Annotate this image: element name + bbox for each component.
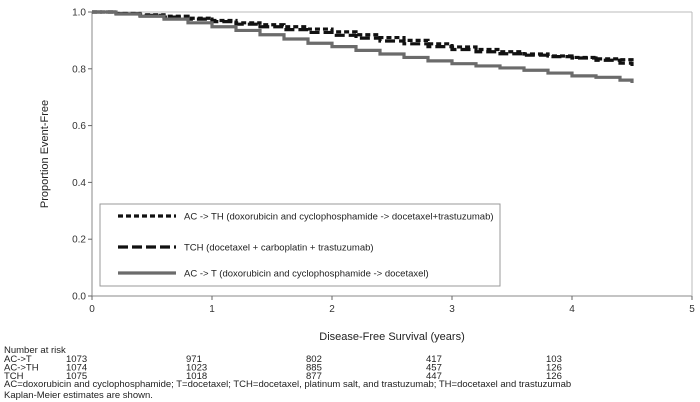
risk-count: 417: [426, 354, 442, 365]
series-line-2: [92, 10, 634, 83]
risk-count: 1073: [66, 354, 87, 365]
risk-count: 802: [306, 354, 322, 365]
risk-count: 1075: [66, 371, 87, 382]
risk-count: 103: [546, 354, 562, 365]
legend-label-2: AC -> T (doxorubicin and cyclophosphamid…: [184, 269, 429, 280]
legend-label-0: AC -> TH (doxorubicin and cyclophosphami…: [184, 212, 494, 223]
x-axis-title: Disease-Free Survival (years): [319, 331, 464, 343]
risk-count: 126: [546, 371, 562, 382]
y-axis-title: Proportion Event-Free: [39, 100, 51, 208]
x-tick-label: 5: [689, 304, 695, 315]
risk-count: 1023: [186, 363, 207, 374]
series-lines: [92, 10, 634, 83]
y-tick-label: 0.0: [72, 292, 86, 303]
x-tick-label: 0: [89, 304, 95, 315]
risk-table-header: Number at risk: [4, 345, 66, 356]
x-tick-label: 2: [329, 304, 335, 315]
risk-row-label: AC->T: [4, 354, 32, 365]
x-tick-label: 4: [569, 304, 575, 315]
risk-row-label: AC->TH: [4, 363, 39, 374]
x-axis-ticks: 0 1 2 3 4 5: [89, 296, 695, 315]
y-tick-label: 0.6: [72, 121, 86, 132]
risk-count: 1074: [66, 363, 87, 374]
footnote-km: Kaplan-Meier estimates are shown.: [4, 390, 153, 401]
y-tick-label: 1.0: [72, 8, 86, 19]
x-tick-label: 3: [449, 304, 455, 315]
legend-label-1: TCH (docetaxel + carboplatin + trastuzum…: [184, 243, 374, 254]
risk-count: 877: [306, 371, 322, 382]
y-tick-label: 0.2: [72, 235, 86, 246]
y-tick-label: 0.4: [72, 178, 86, 189]
risk-table: Number at risk AC->T 1073 971 802 417 103 AC->…: [4, 345, 562, 382]
x-tick-label: 1: [209, 304, 215, 315]
risk-row-label: TCH: [4, 371, 24, 382]
legend: AC -> TH (doxorubicin and cyclophosphami…: [99, 203, 501, 287]
footnote-abbreviations: AC=doxorubicin and cyclophosphamide; T=d…: [4, 379, 571, 390]
risk-count: 885: [306, 363, 322, 374]
plot-area: [91, 11, 693, 297]
y-tick-label: 0.8: [72, 64, 86, 75]
risk-count: 457: [426, 363, 442, 374]
risk-count: 447: [426, 371, 442, 382]
risk-count: 1018: [186, 371, 207, 382]
risk-count: 971: [186, 354, 202, 365]
legend-box: [99, 203, 501, 287]
risk-count: 126: [546, 363, 562, 374]
footnotes: AC=doxorubicin and cyclophosphamide; T=d…: [4, 379, 571, 401]
y-axis-ticks: 0.0 0.2 0.4 0.6 0.8 1.0: [72, 8, 92, 303]
